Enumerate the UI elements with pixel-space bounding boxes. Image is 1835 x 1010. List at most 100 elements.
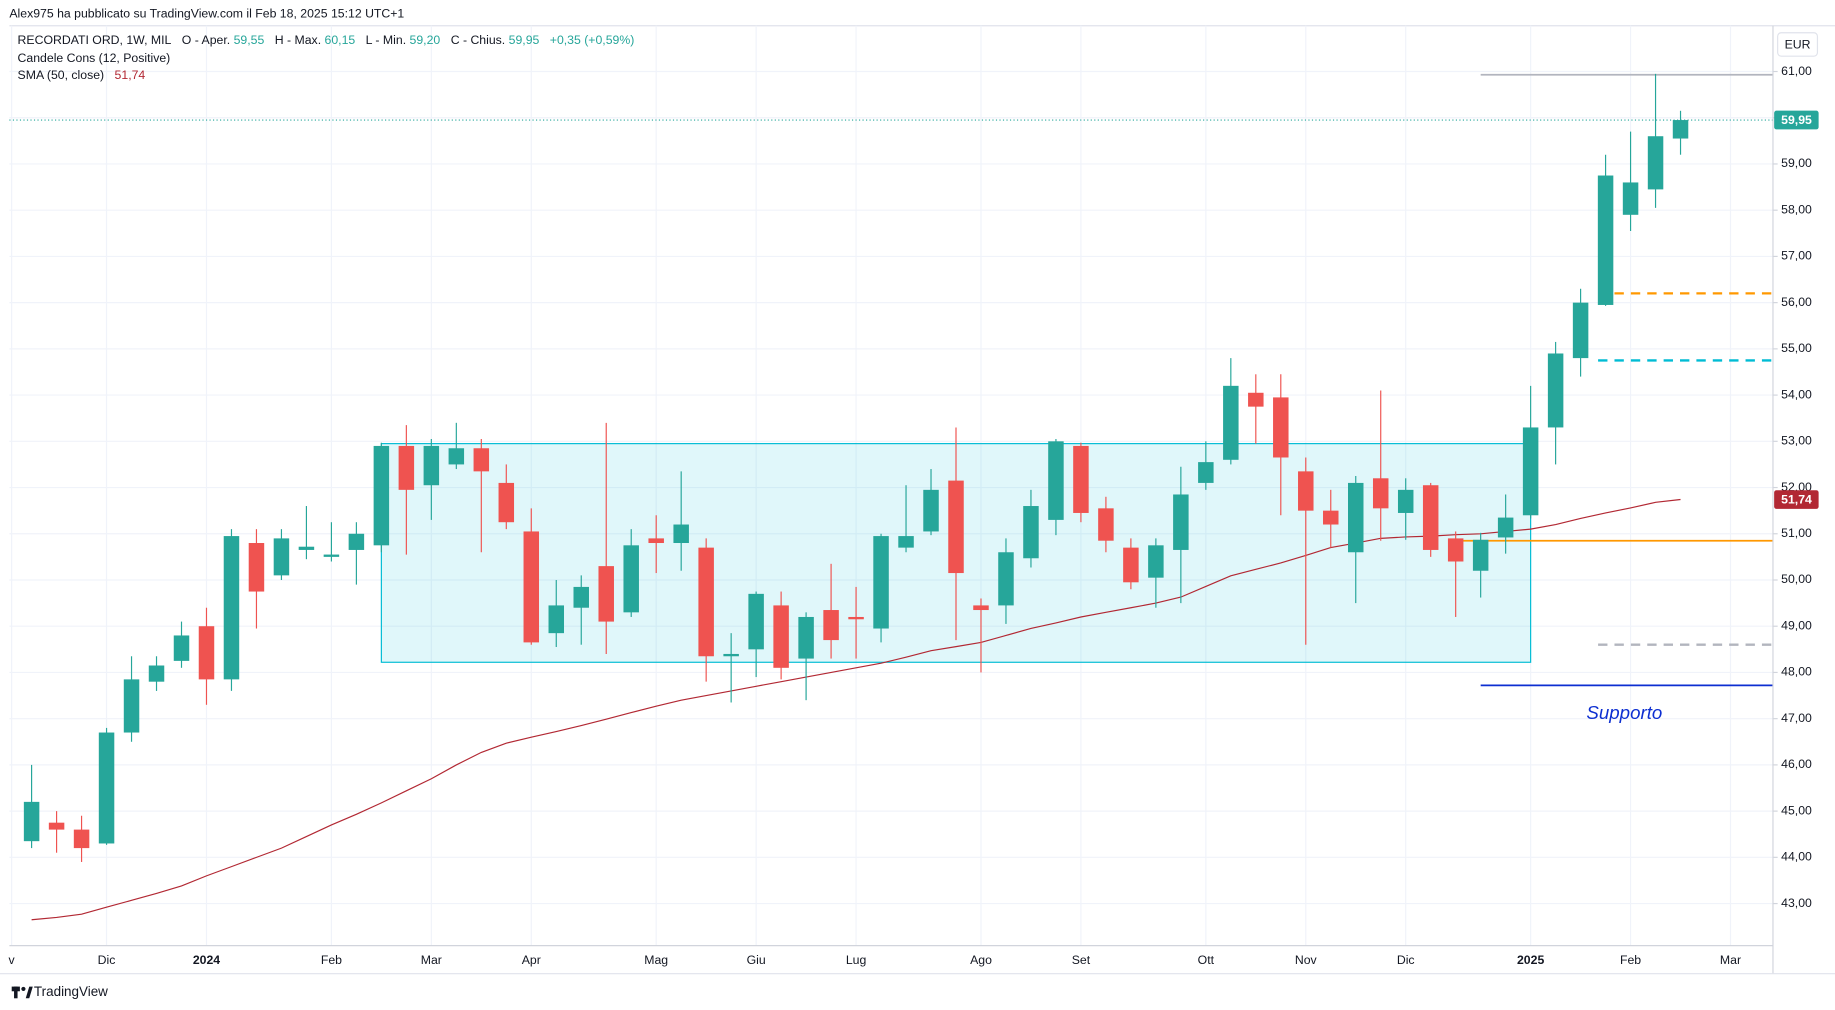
sma-value: 51,74 [115, 68, 146, 82]
candle-body [1323, 510, 1339, 525]
candle-body [523, 531, 540, 643]
candle-body [998, 552, 1014, 606]
x-tick-label: Dic [98, 953, 116, 967]
y-tick-label: 47,00 [1781, 711, 1812, 725]
price-tag-label: 59,95 [1781, 113, 1812, 127]
y-tick-label: 55,00 [1781, 341, 1812, 355]
candle-body [548, 605, 565, 634]
candle-body [1298, 471, 1314, 511]
legend-line: RECORDATI ORD, 1W, MIL O - Aper. 59,55 H… [18, 33, 635, 47]
indicator-name: Candele Cons (12, Positive) [18, 51, 171, 65]
y-tick-label: 48,00 [1781, 665, 1812, 679]
candle-body [498, 482, 515, 523]
candle-body [423, 445, 440, 486]
candle-body [1597, 175, 1614, 305]
candles [23, 73, 1689, 921]
candle-body [1547, 353, 1564, 428]
candle-body [198, 626, 215, 680]
legend-label: C - Chius. [451, 33, 506, 47]
x-tick-label: Giu [747, 953, 766, 967]
y-tick-label: 57,00 [1781, 249, 1812, 263]
y-tick-label: 49,00 [1781, 618, 1812, 632]
candle-body [48, 822, 65, 830]
candle-body [573, 586, 589, 608]
price-tag [1774, 490, 1819, 509]
candle-body [1572, 302, 1589, 359]
candle-body [223, 536, 240, 680]
candle-body [123, 679, 140, 733]
symbol: RECORDATI ORD, 1W, MIL [18, 33, 172, 47]
candle-body [1472, 539, 1489, 571]
x-tick-label: Apr [522, 953, 541, 967]
x-tick-label: Feb [1620, 953, 1641, 967]
candle-body [1522, 427, 1539, 516]
y-tick-label: 51,00 [1781, 526, 1812, 540]
candle-body [598, 566, 614, 622]
x-tick-label: Mar [1720, 953, 1741, 967]
annotation: Supporto [1586, 702, 1662, 723]
candle-body [1422, 485, 1439, 550]
candle-body [1148, 545, 1164, 578]
sma-legend: SMA (50, close) 51,74 [18, 68, 146, 82]
x-tick-label: v [9, 953, 16, 967]
currency: EUR [1785, 37, 1811, 51]
legend-value: 60,15 [325, 33, 356, 47]
candle-body [448, 448, 465, 465]
logo-shape [21, 986, 26, 992]
candle-body [1672, 120, 1689, 139]
y-tick-label: 54,00 [1781, 387, 1812, 401]
grid [9, 25, 1773, 946]
legend-label: O - Aper. [182, 33, 230, 47]
legend-change: +0,35 (+0,59%) [550, 33, 635, 47]
candle-body [73, 829, 90, 849]
legend-value: 59,95 [509, 33, 540, 47]
candle-body [398, 445, 415, 490]
candle-body [148, 665, 165, 682]
x-tick-label: Set [1072, 953, 1091, 967]
candle-body [323, 554, 340, 557]
candle-body [748, 593, 764, 650]
y-tick-label: 46,00 [1781, 757, 1812, 771]
candle-body [1123, 547, 1139, 583]
price-tag-label: 51,74 [1781, 492, 1812, 506]
candle-body [173, 635, 190, 661]
logo-shape [25, 986, 33, 999]
price-tag [1774, 110, 1819, 130]
legend-label: L - Min. [366, 33, 406, 47]
candle-body [1647, 136, 1664, 190]
brand-logo [11, 986, 33, 999]
y-tick-label: 53,00 [1781, 434, 1812, 448]
legend-value: 59,20 [410, 33, 441, 47]
candle-body [673, 524, 689, 544]
candle-body [1023, 506, 1039, 559]
logo-shape [14, 986, 18, 999]
candle-body [1198, 462, 1214, 483]
y-tick-label: 56,00 [1781, 295, 1812, 309]
legend-value: 59,55 [234, 33, 265, 47]
sma-name: SMA (50, close) [18, 68, 105, 82]
candle-body [1173, 494, 1189, 550]
x-tick-label: Lug [846, 953, 867, 967]
candle-body [973, 605, 989, 611]
legend-label: H - Max. [275, 33, 321, 47]
y-tick-label: 59,00 [1781, 156, 1812, 170]
candle-body [1248, 392, 1264, 407]
y-tick-label: 44,00 [1781, 850, 1812, 864]
candle-body [848, 616, 864, 620]
candle-body [1372, 478, 1389, 509]
x-tick-label: Feb [321, 953, 342, 967]
candle-body [1347, 482, 1364, 553]
candle-body [698, 547, 714, 657]
candle-body [623, 545, 639, 613]
brand: TradingView [34, 984, 108, 999]
candle-body [898, 536, 914, 548]
candle-body [348, 533, 365, 550]
x-tick-label: 2025 [1517, 953, 1544, 967]
attribution: Alex975 ha pubblicato su TradingView.com… [9, 6, 404, 20]
y-tick-label: 61,00 [1781, 64, 1812, 78]
y-tick-label: 45,00 [1781, 803, 1812, 817]
currency-box[interactable] [1777, 32, 1819, 57]
candle-body [1273, 397, 1289, 458]
candle-body [823, 610, 839, 641]
